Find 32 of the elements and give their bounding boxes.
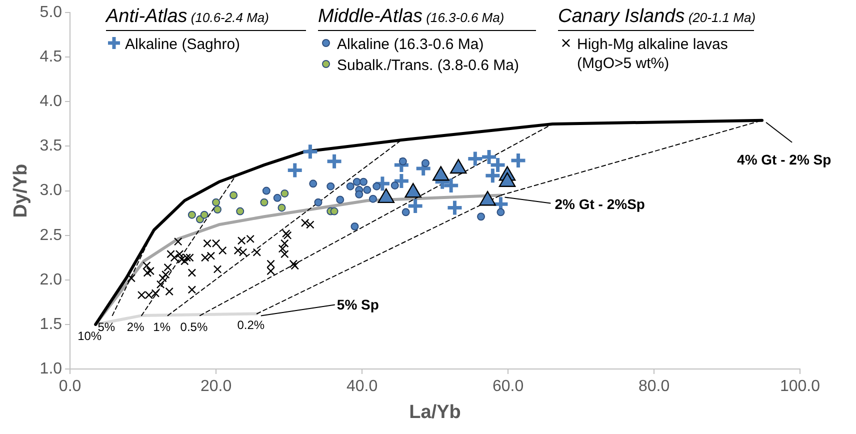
x-tick-label: 0.0 (58, 378, 82, 396)
y-tick-label: 3.5 (40, 138, 62, 155)
y-tick-label: 3.0 (40, 182, 62, 200)
x-tick-label: 20.0 (200, 378, 232, 396)
y-axis-title: Dy/Yb (10, 164, 32, 218)
y-tick-label: 5.0 (40, 4, 62, 22)
annotation: 2% (126, 320, 145, 334)
annotation: 5% Sp (336, 296, 379, 313)
x-tick-label: 80.0 (638, 378, 670, 396)
legend-label: Alkaline (16.3-0.6 Ma) (337, 35, 484, 54)
y-tick-label: 2.0 (40, 271, 62, 288)
annotation: 2% Gt - 2%Sp (554, 196, 645, 212)
y-tick-label: 2.5 (40, 226, 62, 244)
y-tick-label: 4.0 (40, 93, 62, 110)
x-tick-label: 40.0 (346, 378, 378, 396)
y-tick-label: 4.5 (40, 48, 62, 66)
annotation: 5% (98, 320, 116, 334)
annotation: 4% Gt - 2% Sp (737, 151, 832, 168)
y-tick-label: 1.0 (40, 360, 62, 378)
x-tick-label: 100.0 (780, 378, 820, 396)
annotation: 0.5% (180, 320, 208, 334)
annotation: Canary Islands (20-1.1 Ma) (558, 6, 756, 31)
annotation: Middle-Atlas (16.3-0.6 Ma) (318, 6, 536, 31)
x-axis-title: La/Yb (409, 402, 461, 423)
y-tick-label: 1.5 (40, 316, 62, 333)
x-tick-label: 60.0 (492, 378, 524, 396)
annotation: 1% (153, 320, 171, 334)
legend-label: Subalk./Trans. (3.8-0.6 Ma) (337, 56, 520, 75)
legend-label: Alkaline (Saghro) (125, 35, 240, 54)
annotation: Anti-Atlas (10.6-2.4 Ma) (106, 6, 306, 31)
legend-label: High-Mg alkaline lavas (MgO>5 wt%) (577, 35, 729, 73)
annotation: 0.2% (237, 318, 265, 332)
